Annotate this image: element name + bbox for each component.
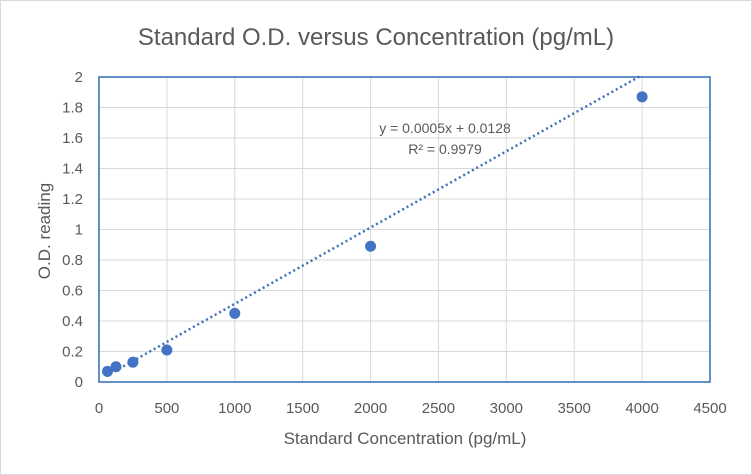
data-point bbox=[636, 91, 648, 103]
y-axis-title: O.D. reading bbox=[35, 183, 54, 279]
x-tick-label: 3500 bbox=[558, 400, 591, 417]
trendline-equation: y = 0.0005x + 0.0128 bbox=[379, 120, 511, 136]
y-tick-label: 0 bbox=[75, 374, 83, 391]
x-tick-label: 4500 bbox=[693, 400, 726, 417]
y-tick-label: 1.4 bbox=[62, 161, 83, 178]
y-tick-label: 0.6 bbox=[62, 283, 83, 300]
y-tick-label: 1.6 bbox=[62, 130, 83, 147]
trendline-r-squared: R² = 0.9979 bbox=[408, 141, 482, 157]
y-tick-label: 1.2 bbox=[62, 191, 83, 208]
y-tick-label: 1.8 bbox=[62, 100, 83, 117]
trend-layer bbox=[105, 73, 643, 378]
chart-title: Standard O.D. versus Concentration (pg/m… bbox=[138, 24, 614, 51]
data-point bbox=[127, 356, 139, 368]
x-tick-label: 1000 bbox=[218, 400, 251, 417]
x-axis-title: Standard Concentration (pg/mL) bbox=[284, 429, 527, 448]
x-tick-label: 3000 bbox=[490, 400, 523, 417]
y-tick-label: 0.4 bbox=[62, 313, 83, 330]
y-axis-ticks: 0 0.2 0.4 0.6 0.8 1 1.2 1.4 1.6 1.8 2 bbox=[62, 69, 83, 391]
y-tick-label: 0.2 bbox=[62, 344, 83, 361]
x-axis-ticks: 0 500 1000 1500 2000 2500 3000 3500 4000 4500 bbox=[95, 400, 727, 417]
points-layer bbox=[101, 91, 648, 377]
x-tick-label: 0 bbox=[95, 400, 103, 417]
data-point bbox=[365, 240, 377, 252]
data-point bbox=[161, 344, 173, 356]
x-tick-label: 2500 bbox=[422, 400, 455, 417]
data-point bbox=[229, 307, 241, 319]
data-point bbox=[110, 361, 122, 373]
plot-area-border bbox=[98, 76, 711, 383]
x-tick-label: 1500 bbox=[286, 400, 319, 417]
x-tick-label: 4000 bbox=[625, 400, 658, 417]
trendline bbox=[105, 73, 643, 378]
y-tick-label: 2 bbox=[75, 69, 83, 86]
data-point bbox=[101, 365, 113, 377]
x-tick-label: 500 bbox=[154, 400, 179, 417]
x-tick-label: 2000 bbox=[354, 400, 387, 417]
y-tick-label: 1 bbox=[75, 222, 83, 239]
y-tick-label: 0.8 bbox=[62, 252, 83, 269]
